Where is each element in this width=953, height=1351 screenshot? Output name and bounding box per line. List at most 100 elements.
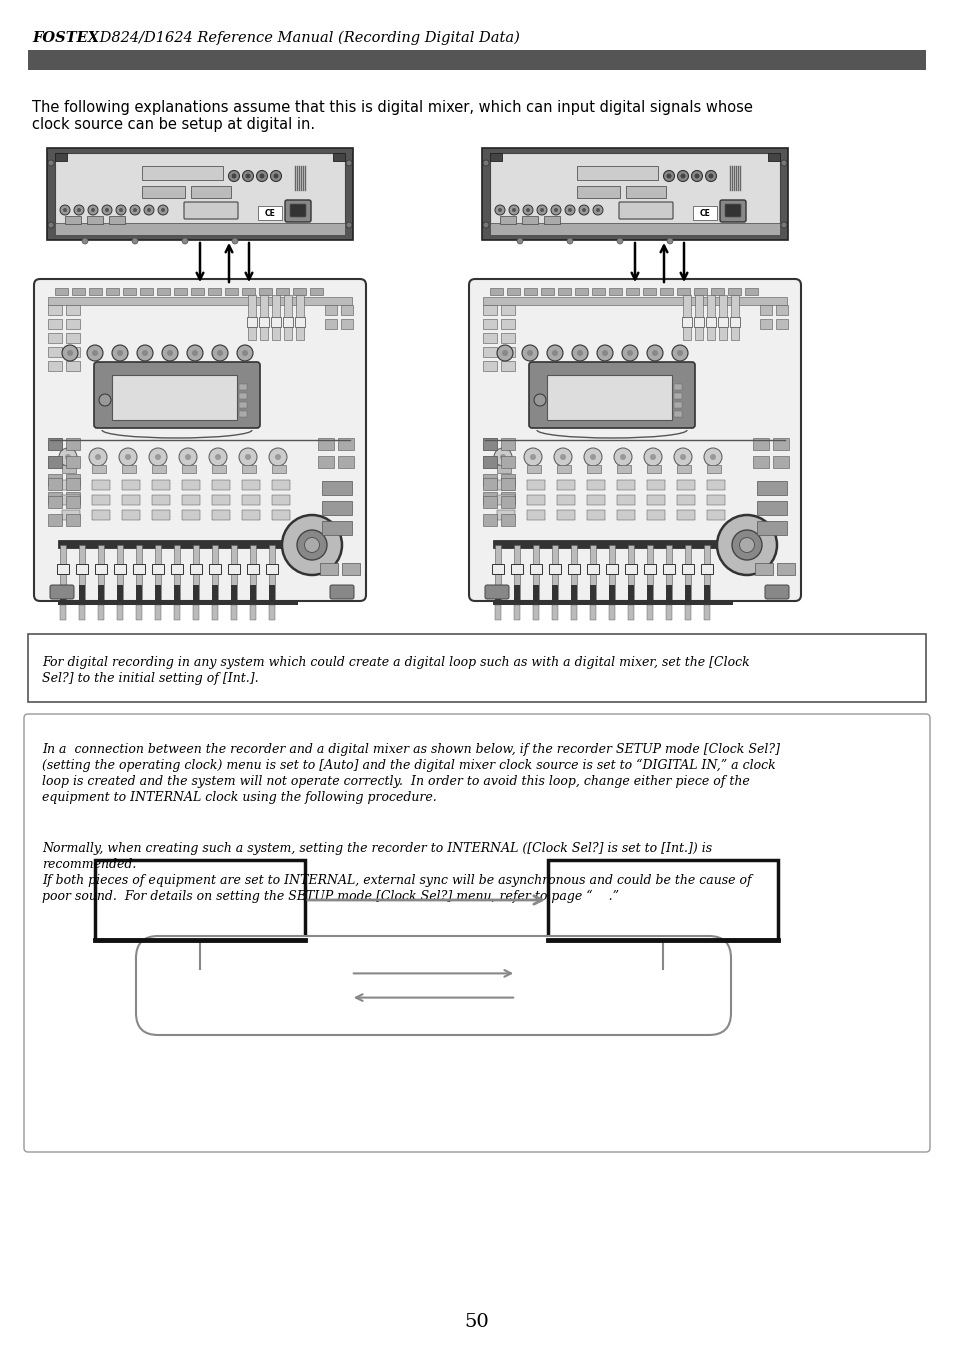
Circle shape xyxy=(130,205,140,215)
FancyBboxPatch shape xyxy=(724,204,740,218)
Bar xyxy=(684,567,690,576)
Bar xyxy=(272,465,286,473)
Bar xyxy=(258,288,272,295)
Bar xyxy=(79,567,85,576)
FancyBboxPatch shape xyxy=(94,362,260,428)
Bar xyxy=(117,567,123,576)
Circle shape xyxy=(77,208,81,212)
Bar xyxy=(482,478,497,490)
Bar xyxy=(500,305,515,315)
Bar xyxy=(523,288,537,295)
Bar xyxy=(557,465,571,473)
Bar xyxy=(772,457,788,467)
Bar xyxy=(48,457,62,467)
Bar xyxy=(552,585,558,600)
Circle shape xyxy=(89,449,107,466)
Bar xyxy=(112,376,236,420)
Circle shape xyxy=(559,454,565,459)
Bar xyxy=(693,288,706,295)
Bar xyxy=(28,50,925,70)
Bar xyxy=(490,288,502,295)
Bar xyxy=(317,438,334,450)
Circle shape xyxy=(501,350,507,357)
Circle shape xyxy=(236,345,253,361)
Bar xyxy=(577,186,619,199)
Circle shape xyxy=(581,208,585,212)
Bar xyxy=(608,567,615,576)
Circle shape xyxy=(162,345,178,361)
Bar xyxy=(500,319,515,330)
Circle shape xyxy=(154,454,161,459)
Bar xyxy=(719,295,726,340)
Bar xyxy=(617,465,630,473)
Bar xyxy=(55,153,345,235)
Bar xyxy=(482,297,786,305)
Circle shape xyxy=(271,170,281,181)
Bar xyxy=(490,153,780,235)
Bar xyxy=(760,305,771,315)
Bar xyxy=(589,605,596,620)
Bar xyxy=(643,563,656,574)
Bar xyxy=(673,403,681,408)
Bar xyxy=(48,478,62,490)
Bar xyxy=(706,465,720,473)
Circle shape xyxy=(212,345,228,361)
Bar xyxy=(665,585,671,600)
Bar xyxy=(665,544,671,600)
Bar xyxy=(665,605,671,620)
Bar xyxy=(260,295,268,340)
Circle shape xyxy=(274,173,278,178)
Bar xyxy=(239,384,247,390)
Bar xyxy=(493,540,732,549)
Bar xyxy=(271,317,281,327)
Bar xyxy=(682,295,690,340)
Circle shape xyxy=(119,449,137,466)
FancyBboxPatch shape xyxy=(184,203,237,219)
Text: Sel?] to the initial setting of [Int.].: Sel?] to the initial setting of [Int.]. xyxy=(42,671,258,685)
Bar xyxy=(258,317,269,327)
Bar xyxy=(693,317,703,327)
Bar xyxy=(231,544,236,600)
Circle shape xyxy=(525,208,530,212)
Circle shape xyxy=(578,205,588,215)
Bar xyxy=(193,605,199,620)
Circle shape xyxy=(781,159,786,166)
Bar xyxy=(132,563,145,574)
Bar xyxy=(154,585,161,600)
Bar xyxy=(272,480,290,490)
Bar xyxy=(322,481,352,494)
Bar xyxy=(490,223,780,235)
Circle shape xyxy=(99,394,111,407)
Bar xyxy=(617,509,635,520)
Bar xyxy=(627,567,634,576)
Bar xyxy=(66,361,80,372)
Bar xyxy=(608,544,615,600)
Bar xyxy=(48,438,62,450)
Circle shape xyxy=(132,208,137,212)
Bar xyxy=(91,509,110,520)
Bar xyxy=(66,492,80,504)
Circle shape xyxy=(614,449,631,466)
Bar xyxy=(212,494,230,505)
Bar xyxy=(62,465,76,473)
Circle shape xyxy=(346,159,352,166)
Bar xyxy=(677,480,695,490)
Bar xyxy=(117,605,123,620)
Bar xyxy=(681,563,693,574)
Bar xyxy=(76,563,88,574)
Bar xyxy=(55,223,345,235)
Circle shape xyxy=(91,208,95,212)
Circle shape xyxy=(209,449,227,466)
Circle shape xyxy=(182,238,188,245)
Bar xyxy=(772,438,788,450)
Bar xyxy=(514,605,519,620)
Bar xyxy=(242,288,254,295)
Circle shape xyxy=(739,538,754,553)
FancyBboxPatch shape xyxy=(469,280,801,601)
Circle shape xyxy=(242,170,253,181)
Bar xyxy=(157,288,170,295)
Bar xyxy=(557,509,575,520)
Bar xyxy=(659,288,672,295)
Bar xyxy=(589,585,596,600)
Bar xyxy=(123,288,136,295)
